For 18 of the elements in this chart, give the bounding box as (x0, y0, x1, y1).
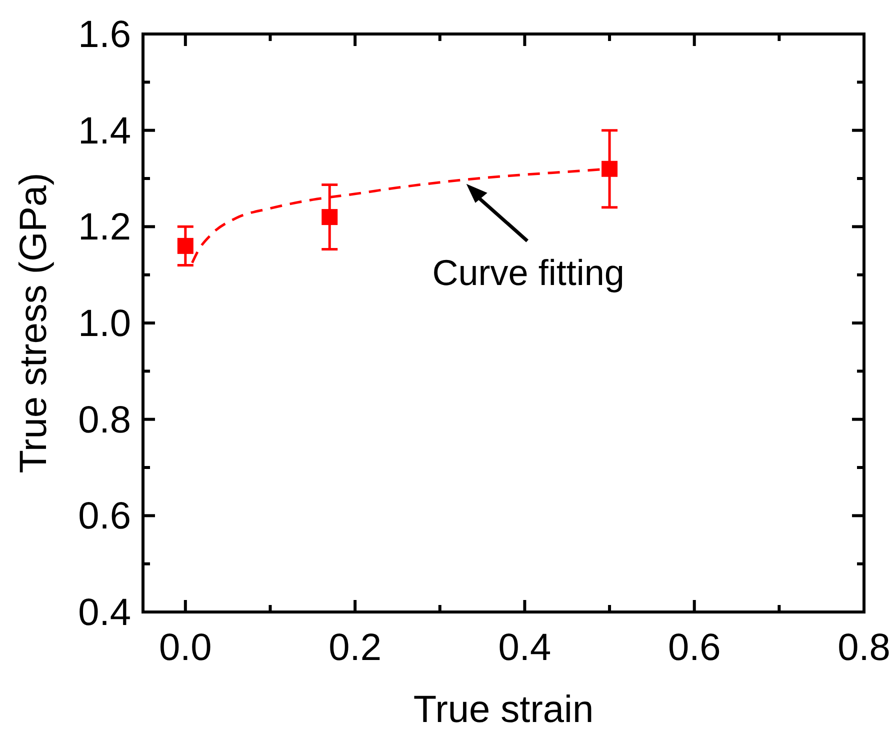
x-tick-label: 0.0 (159, 627, 212, 669)
y-axis-title: True stress (GPa) (13, 172, 55, 474)
x-tick-label: 0.4 (498, 627, 552, 669)
y-tick-label: 1.4 (78, 110, 131, 152)
point (322, 209, 338, 226)
x-tick-label: 0.2 (328, 627, 382, 669)
annotation: Curve fitting (432, 252, 624, 293)
point (602, 160, 618, 177)
y-tick-label: 1.2 (78, 206, 131, 249)
x-tick-label: 0.8 (838, 627, 890, 669)
point (177, 238, 194, 254)
x-tick-label: 0.6 (668, 627, 721, 669)
y-tick-label: 0.4 (78, 592, 131, 634)
y-tick-label: 0.8 (78, 399, 131, 442)
x-axis-title: True strain (413, 689, 594, 731)
y-tick-label: 1.0 (78, 303, 131, 345)
y-tick-label: 0.6 (78, 496, 131, 538)
y-tick-label: 1.6 (78, 14, 131, 56)
